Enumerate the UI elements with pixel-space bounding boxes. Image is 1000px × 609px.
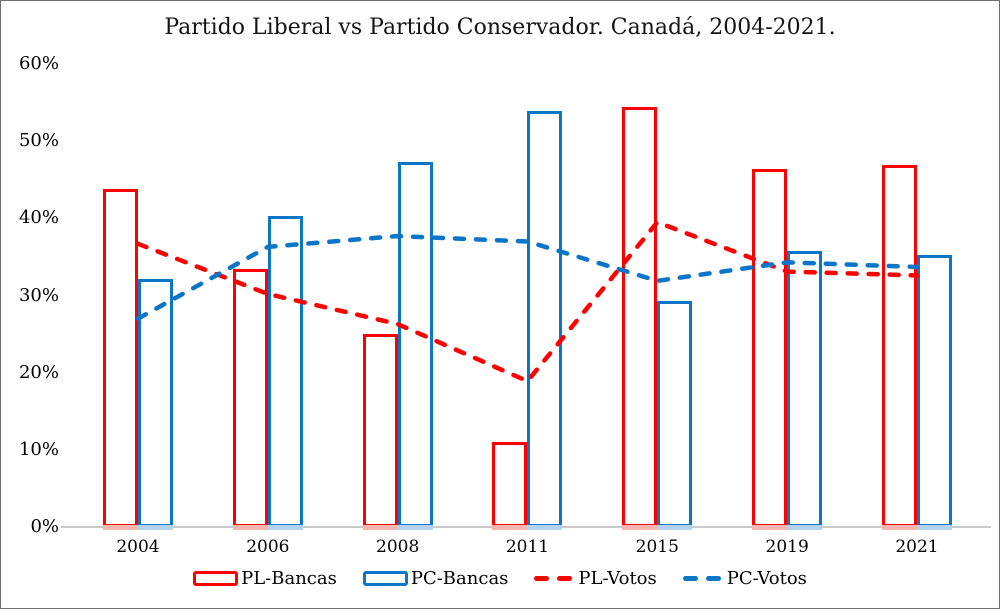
y-tick-label: 40%: [18, 207, 59, 229]
dash-segment: [705, 576, 721, 581]
bar-base-strip: [492, 525, 528, 530]
legend-label: PL-Votos: [578, 568, 657, 589]
legend-item-pc-votos: PC-Votos: [682, 568, 807, 589]
y-tick-label: 50%: [18, 130, 59, 152]
y-tick-label: 30%: [18, 284, 59, 306]
bar-base-strip: [138, 525, 173, 530]
y-tick-label: 0%: [30, 516, 59, 537]
x-axis-label: 2019: [765, 537, 809, 557]
chart-legend: PL-Bancas PC-Bancas PL-Votos PC-Votos: [1, 568, 999, 589]
legend-label: PC-Votos: [726, 568, 807, 589]
bar-pc-bancas-2008: [397, 162, 433, 527]
bar-base-strip: [232, 525, 268, 530]
bar-pc-bancas-2021: [916, 255, 952, 527]
legend-item-pl-bancas: PL-Bancas: [193, 568, 337, 589]
y-tick-label: 20%: [18, 361, 59, 383]
legend-dash-swatch-icon: [682, 576, 721, 581]
bar-base-strip: [916, 525, 952, 530]
legend-bar-swatch-icon: [362, 571, 408, 586]
bar-pl-bancas-2019: [752, 168, 788, 527]
bar-base-strip: [362, 525, 398, 530]
chart-title: Partido Liberal vs Partido Conservador. …: [164, 15, 836, 40]
bar-pc-bancas-2006: [267, 216, 303, 527]
bar-pl-bancas-2004: [103, 189, 138, 527]
legend-bar-swatch-icon: [193, 571, 239, 586]
bar-base-strip: [622, 525, 658, 530]
x-axis-label: 2006: [246, 537, 290, 557]
dash-segment: [682, 576, 698, 581]
x-axis-label: 2011: [505, 537, 550, 557]
bar-base-strip: [267, 525, 303, 530]
legend-label: PL-Bancas: [241, 568, 337, 589]
bar-pl-bancas-2021: [881, 165, 917, 527]
bar-base-strip: [881, 525, 917, 530]
x-axis-label: 2004: [116, 537, 160, 557]
bar-base-strip: [397, 525, 433, 530]
bar-pc-bancas-2019: [787, 250, 823, 527]
dash-segment: [557, 576, 573, 581]
bar-pc-bancas-2011: [527, 111, 563, 527]
bar-base-strip: [752, 525, 788, 530]
legend-label: PC-Bancas: [410, 568, 509, 589]
x-axis-label: 2021: [895, 537, 939, 557]
legend-item-pl-votos: PL-Votos: [534, 568, 657, 589]
bar-base-strip: [103, 525, 138, 530]
y-tick-label: 10%: [18, 438, 59, 460]
x-axis-label: 2015: [635, 537, 679, 557]
legend-dash-swatch-icon: [534, 576, 573, 581]
bar-base-strip: [787, 525, 823, 530]
bar-pc-bancas-2015: [657, 300, 693, 527]
bar-pl-bancas-2011: [492, 442, 528, 527]
bar-pl-bancas-2015: [622, 107, 658, 527]
dash-segment: [534, 576, 550, 581]
x-axis-label: 2008: [376, 537, 420, 557]
bar-pl-bancas-2008: [362, 334, 398, 527]
bar-pc-bancas-2004: [138, 279, 173, 527]
bar-pl-bancas-2006: [232, 269, 268, 527]
bar-base-strip: [527, 525, 563, 530]
bar-base-strip: [657, 525, 693, 530]
y-tick-label: 60%: [18, 53, 59, 74]
legend-item-pc-bancas: PC-Bancas: [362, 568, 509, 589]
